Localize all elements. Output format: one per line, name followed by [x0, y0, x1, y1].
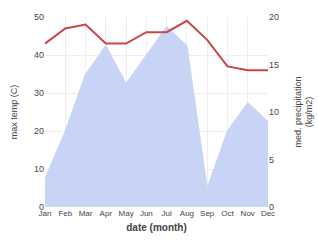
svg-text:Jul: Jul	[162, 209, 172, 218]
svg-text:Dec: Dec	[261, 209, 275, 218]
svg-text:20: 20	[269, 12, 279, 22]
svg-text:May: May	[119, 209, 134, 218]
svg-text:date (month): date (month)	[126, 222, 187, 233]
svg-text:Mar: Mar	[79, 209, 93, 218]
svg-text:Oct: Oct	[221, 209, 234, 218]
svg-text:40: 40	[34, 50, 44, 60]
svg-text:Jun: Jun	[140, 209, 153, 218]
svg-text:10: 10	[269, 107, 279, 117]
svg-text:Aug: Aug	[180, 209, 194, 218]
svg-text:Sep: Sep	[200, 209, 215, 218]
svg-text:5: 5	[269, 155, 274, 165]
svg-text:med. precipitation(kg/m2): med. precipitation(kg/m2)	[293, 76, 315, 147]
svg-text:20: 20	[34, 126, 44, 136]
svg-text:0: 0	[39, 202, 44, 212]
svg-text:Feb: Feb	[58, 209, 72, 218]
svg-text:Nov: Nov	[241, 209, 255, 218]
svg-text:50: 50	[34, 12, 44, 22]
svg-text:max temp (C): max temp (C)	[9, 85, 19, 140]
svg-text:0: 0	[269, 202, 274, 212]
svg-text:10: 10	[34, 164, 44, 174]
svg-text:30: 30	[34, 88, 44, 98]
svg-text:Jan: Jan	[39, 209, 52, 218]
svg-text:Apr: Apr	[100, 209, 113, 218]
svg-text:15: 15	[269, 60, 279, 70]
